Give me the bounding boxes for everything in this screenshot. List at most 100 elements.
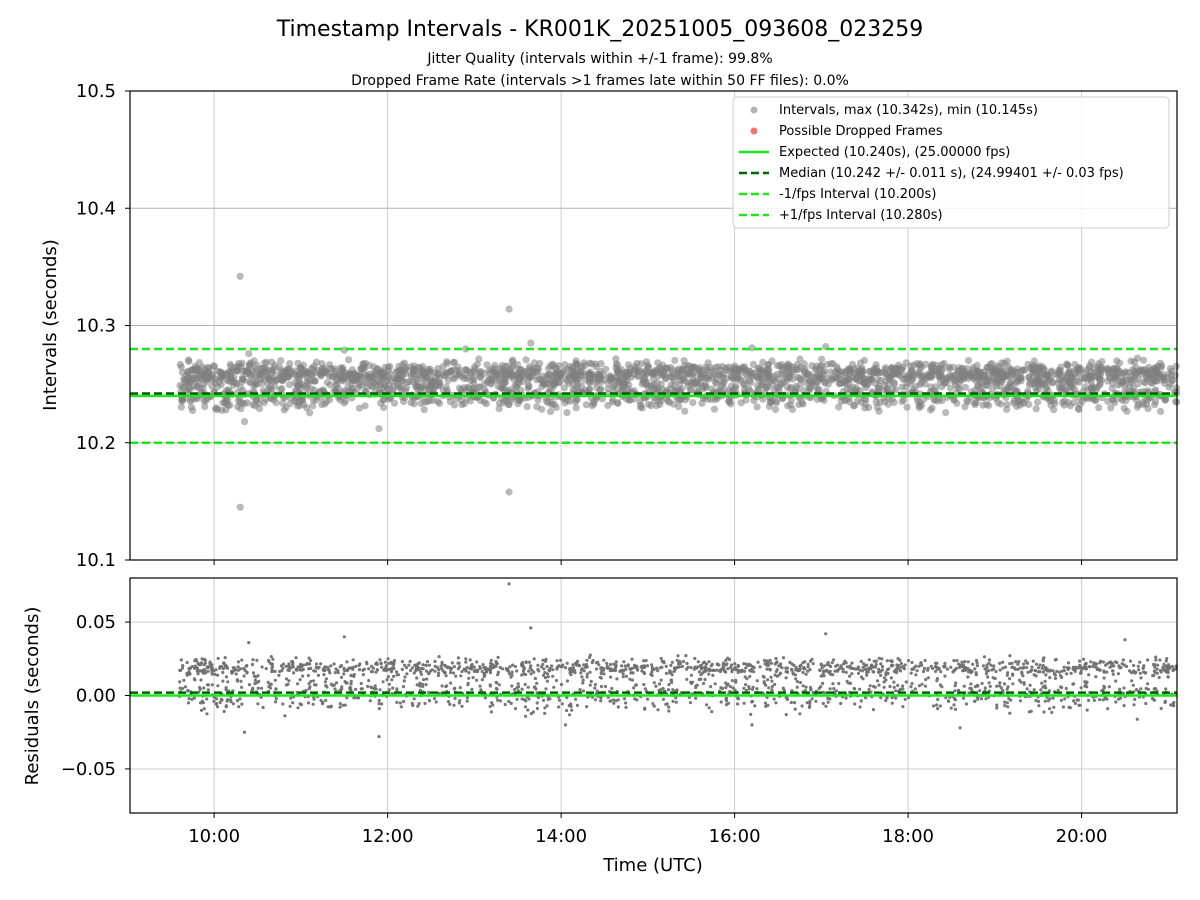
scatter-point [650,381,658,389]
scatter-point [370,670,374,674]
scatter-point [889,676,894,680]
scatter-point [783,383,791,391]
scatter-point [489,658,493,662]
scatter-point [811,691,815,695]
scatter-point [995,684,999,688]
scatter-point [1047,401,1055,409]
scatter-point [1158,658,1162,662]
scatter-point [966,660,970,664]
scatter-outlier [377,735,381,739]
x-tick-label: 20:00 [1056,826,1108,847]
scatter-point [860,356,869,365]
scatter-point [894,689,898,693]
scatter-point [494,664,498,668]
scatter-point [210,374,218,382]
scatter-outlier [375,425,383,433]
scatter-point [341,397,350,405]
scatter-point [973,685,978,689]
scatter-point [1169,665,1173,669]
scatter-point [614,399,622,407]
scatter-point [592,395,600,403]
scatter-point [626,364,634,372]
scatter-point [1062,665,1066,669]
scatter-point [810,697,814,701]
scatter-point [876,398,884,407]
scatter-point [298,668,302,672]
scatter-point [557,698,562,702]
scatter-point [784,670,788,674]
scatter-point [898,397,906,406]
scatter-point [991,667,996,671]
scatter-point [1035,385,1043,393]
scatter-point [1013,368,1021,376]
scatter-point [298,678,302,682]
scatter-point [349,679,353,684]
scatter-point [877,656,881,660]
top-y-axis-label: Intervals (seconds) [40,239,61,411]
scatter-point [270,662,274,666]
scatter-point [823,360,832,368]
scatter-point [253,397,261,405]
scatter-point [1091,665,1095,669]
scatter-point [278,384,286,393]
scatter-point [185,385,193,393]
scatter-point [1014,374,1022,382]
scatter-point [1163,700,1167,705]
scatter-point [1114,700,1118,704]
scatter-point [961,669,965,673]
scatter-point [418,688,422,692]
scatter-point [1107,685,1111,689]
scatter-point [1044,673,1048,677]
scatter-point [1008,677,1012,681]
scatter-point [667,709,671,713]
scatter-point [724,658,728,663]
scatter-point [396,673,400,677]
scatter-point [856,671,861,676]
scatter-point [389,386,397,394]
scatter-point [1041,664,1045,668]
scatter-point [1164,687,1168,691]
scatter-point [690,680,695,684]
scatter-point [591,658,595,663]
scatter-point [206,688,210,692]
scatter-point [624,701,628,705]
scatter-point [736,663,740,668]
scatter-point [702,681,706,686]
scatter-point [722,667,726,671]
scatter-point [1118,666,1122,670]
scatter-point [1144,701,1148,706]
scatter-point [738,363,746,372]
scatter-point [465,699,469,703]
scatter-point [529,712,534,716]
scatter-point [383,660,387,664]
scatter-point [1034,698,1038,703]
scatter-point [186,369,194,377]
scatter-point [626,664,630,668]
scatter-outlier [242,730,247,734]
scatter-point [845,375,853,383]
scatter-point [614,369,622,377]
scatter-point [652,366,660,374]
scatter-point [216,656,220,661]
scatter-point [1111,669,1115,673]
scatter-point [489,710,493,714]
scatter-point [685,677,689,682]
scatter-point [1005,701,1010,705]
scatter-point [323,680,327,684]
scatter-point [1008,654,1012,658]
scatter-point [188,666,192,670]
scatter-point [726,398,734,406]
scatter-point [799,386,807,394]
scatter-point [190,665,194,669]
scatter-point [597,360,605,368]
scatter-point [792,663,796,667]
scatter-point [963,660,967,664]
scatter-point [602,672,606,676]
scatter-point [867,688,871,692]
scatter-point [980,681,984,686]
scatter-point [507,699,511,704]
scatter-point [703,665,708,669]
scatter-point [785,697,790,702]
scatter-point [820,367,828,375]
scatter-point [308,662,312,666]
